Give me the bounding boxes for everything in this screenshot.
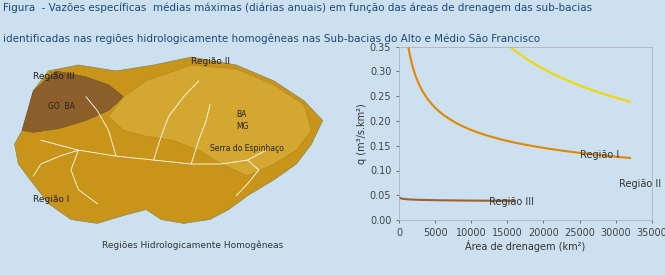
Text: BA: BA xyxy=(236,110,247,119)
Text: identificadas nas regiões hidrologicamente homogêneas nas Sub-bacias do Alto e M: identificadas nas regiões hidrologicamen… xyxy=(3,33,541,43)
Text: GO  BA: GO BA xyxy=(49,102,75,111)
Text: Figura  - Vazões específicas  médias máximas (diárias anuais) em função das área: Figura - Vazões específicas médias máxim… xyxy=(3,3,593,13)
Y-axis label: q (m³/s.km²): q (m³/s.km²) xyxy=(357,103,367,164)
Text: Região I: Região I xyxy=(33,195,70,204)
Text: Regiões Hidrologicamente Homogêneas: Regiões Hidrologicamente Homogêneas xyxy=(102,241,283,250)
Polygon shape xyxy=(15,57,323,223)
Text: Região III: Região III xyxy=(489,197,534,207)
Polygon shape xyxy=(108,65,311,176)
Text: MG: MG xyxy=(236,122,249,131)
Text: Região I: Região I xyxy=(579,150,618,160)
X-axis label: Área de drenagem (km²): Área de drenagem (km²) xyxy=(465,240,585,252)
Text: Região II: Região II xyxy=(192,57,230,65)
Polygon shape xyxy=(22,71,124,132)
Text: Região III: Região III xyxy=(33,72,75,81)
Text: Região II: Região II xyxy=(619,179,661,189)
Text: Serra do Espinhaço: Serra do Espinhaço xyxy=(210,144,284,153)
